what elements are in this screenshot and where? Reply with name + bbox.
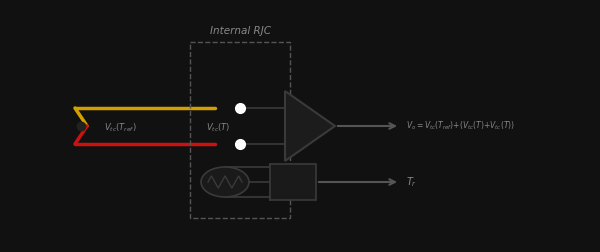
Text: Internal RJC: Internal RJC [209,26,271,36]
Text: $V_{tc}(T)$: $V_{tc}(T)$ [206,122,230,134]
Text: $V_{tc}(T_{ref})$: $V_{tc}(T_{ref})$ [104,122,136,134]
Polygon shape [285,91,335,161]
Text: $V_o{=}V_{tc}(T_{ref}){+}(V_{tc}(T){+}V_{tc}(T))$: $V_o{=}V_{tc}(T_{ref}){+}(V_{tc}(T){+}V_… [406,120,515,132]
Ellipse shape [201,167,249,197]
Bar [270,164,316,200]
Text: $T_r$: $T_r$ [406,175,417,189]
Bar [190,42,290,218]
